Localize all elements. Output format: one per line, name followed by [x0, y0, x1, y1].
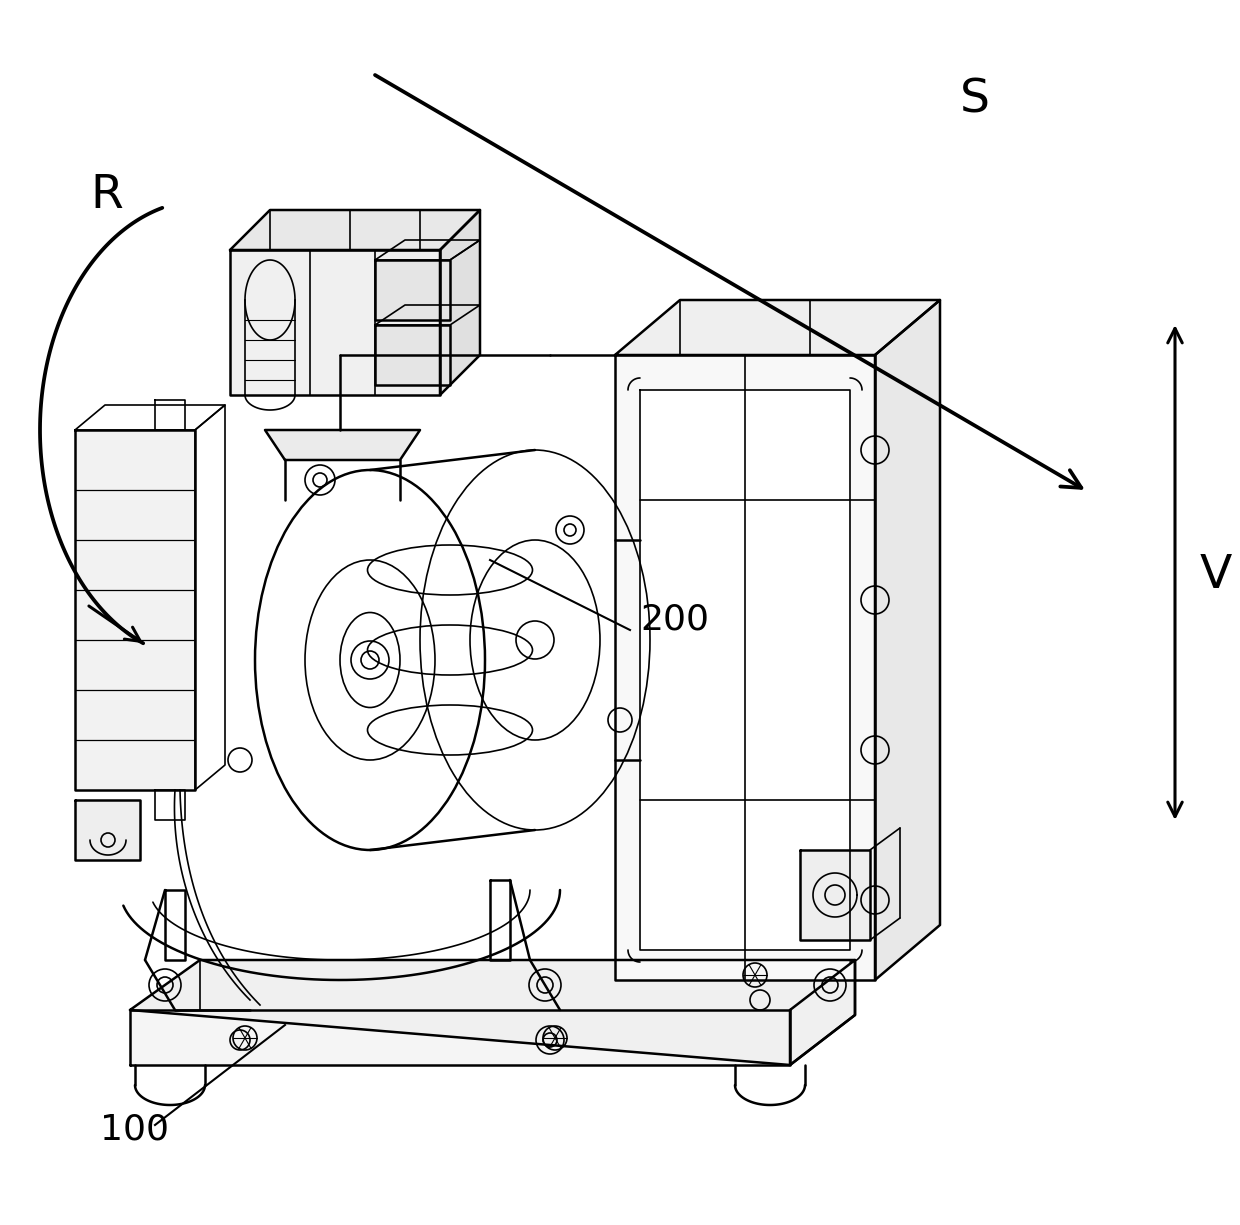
- Polygon shape: [74, 430, 195, 790]
- Polygon shape: [615, 300, 940, 355]
- Text: V: V: [1200, 552, 1233, 598]
- Polygon shape: [229, 250, 440, 394]
- Polygon shape: [440, 209, 480, 394]
- Polygon shape: [875, 300, 940, 980]
- Text: 200: 200: [640, 603, 709, 637]
- Polygon shape: [130, 1009, 790, 1065]
- Text: S: S: [960, 77, 990, 122]
- Polygon shape: [374, 325, 450, 385]
- Polygon shape: [800, 850, 870, 940]
- Polygon shape: [229, 209, 480, 250]
- Polygon shape: [74, 800, 140, 860]
- Polygon shape: [130, 960, 856, 1065]
- Text: 100: 100: [100, 1114, 169, 1147]
- Polygon shape: [640, 390, 849, 951]
- Polygon shape: [265, 430, 420, 461]
- Polygon shape: [615, 355, 875, 980]
- Text: R: R: [91, 173, 123, 218]
- Polygon shape: [374, 260, 450, 320]
